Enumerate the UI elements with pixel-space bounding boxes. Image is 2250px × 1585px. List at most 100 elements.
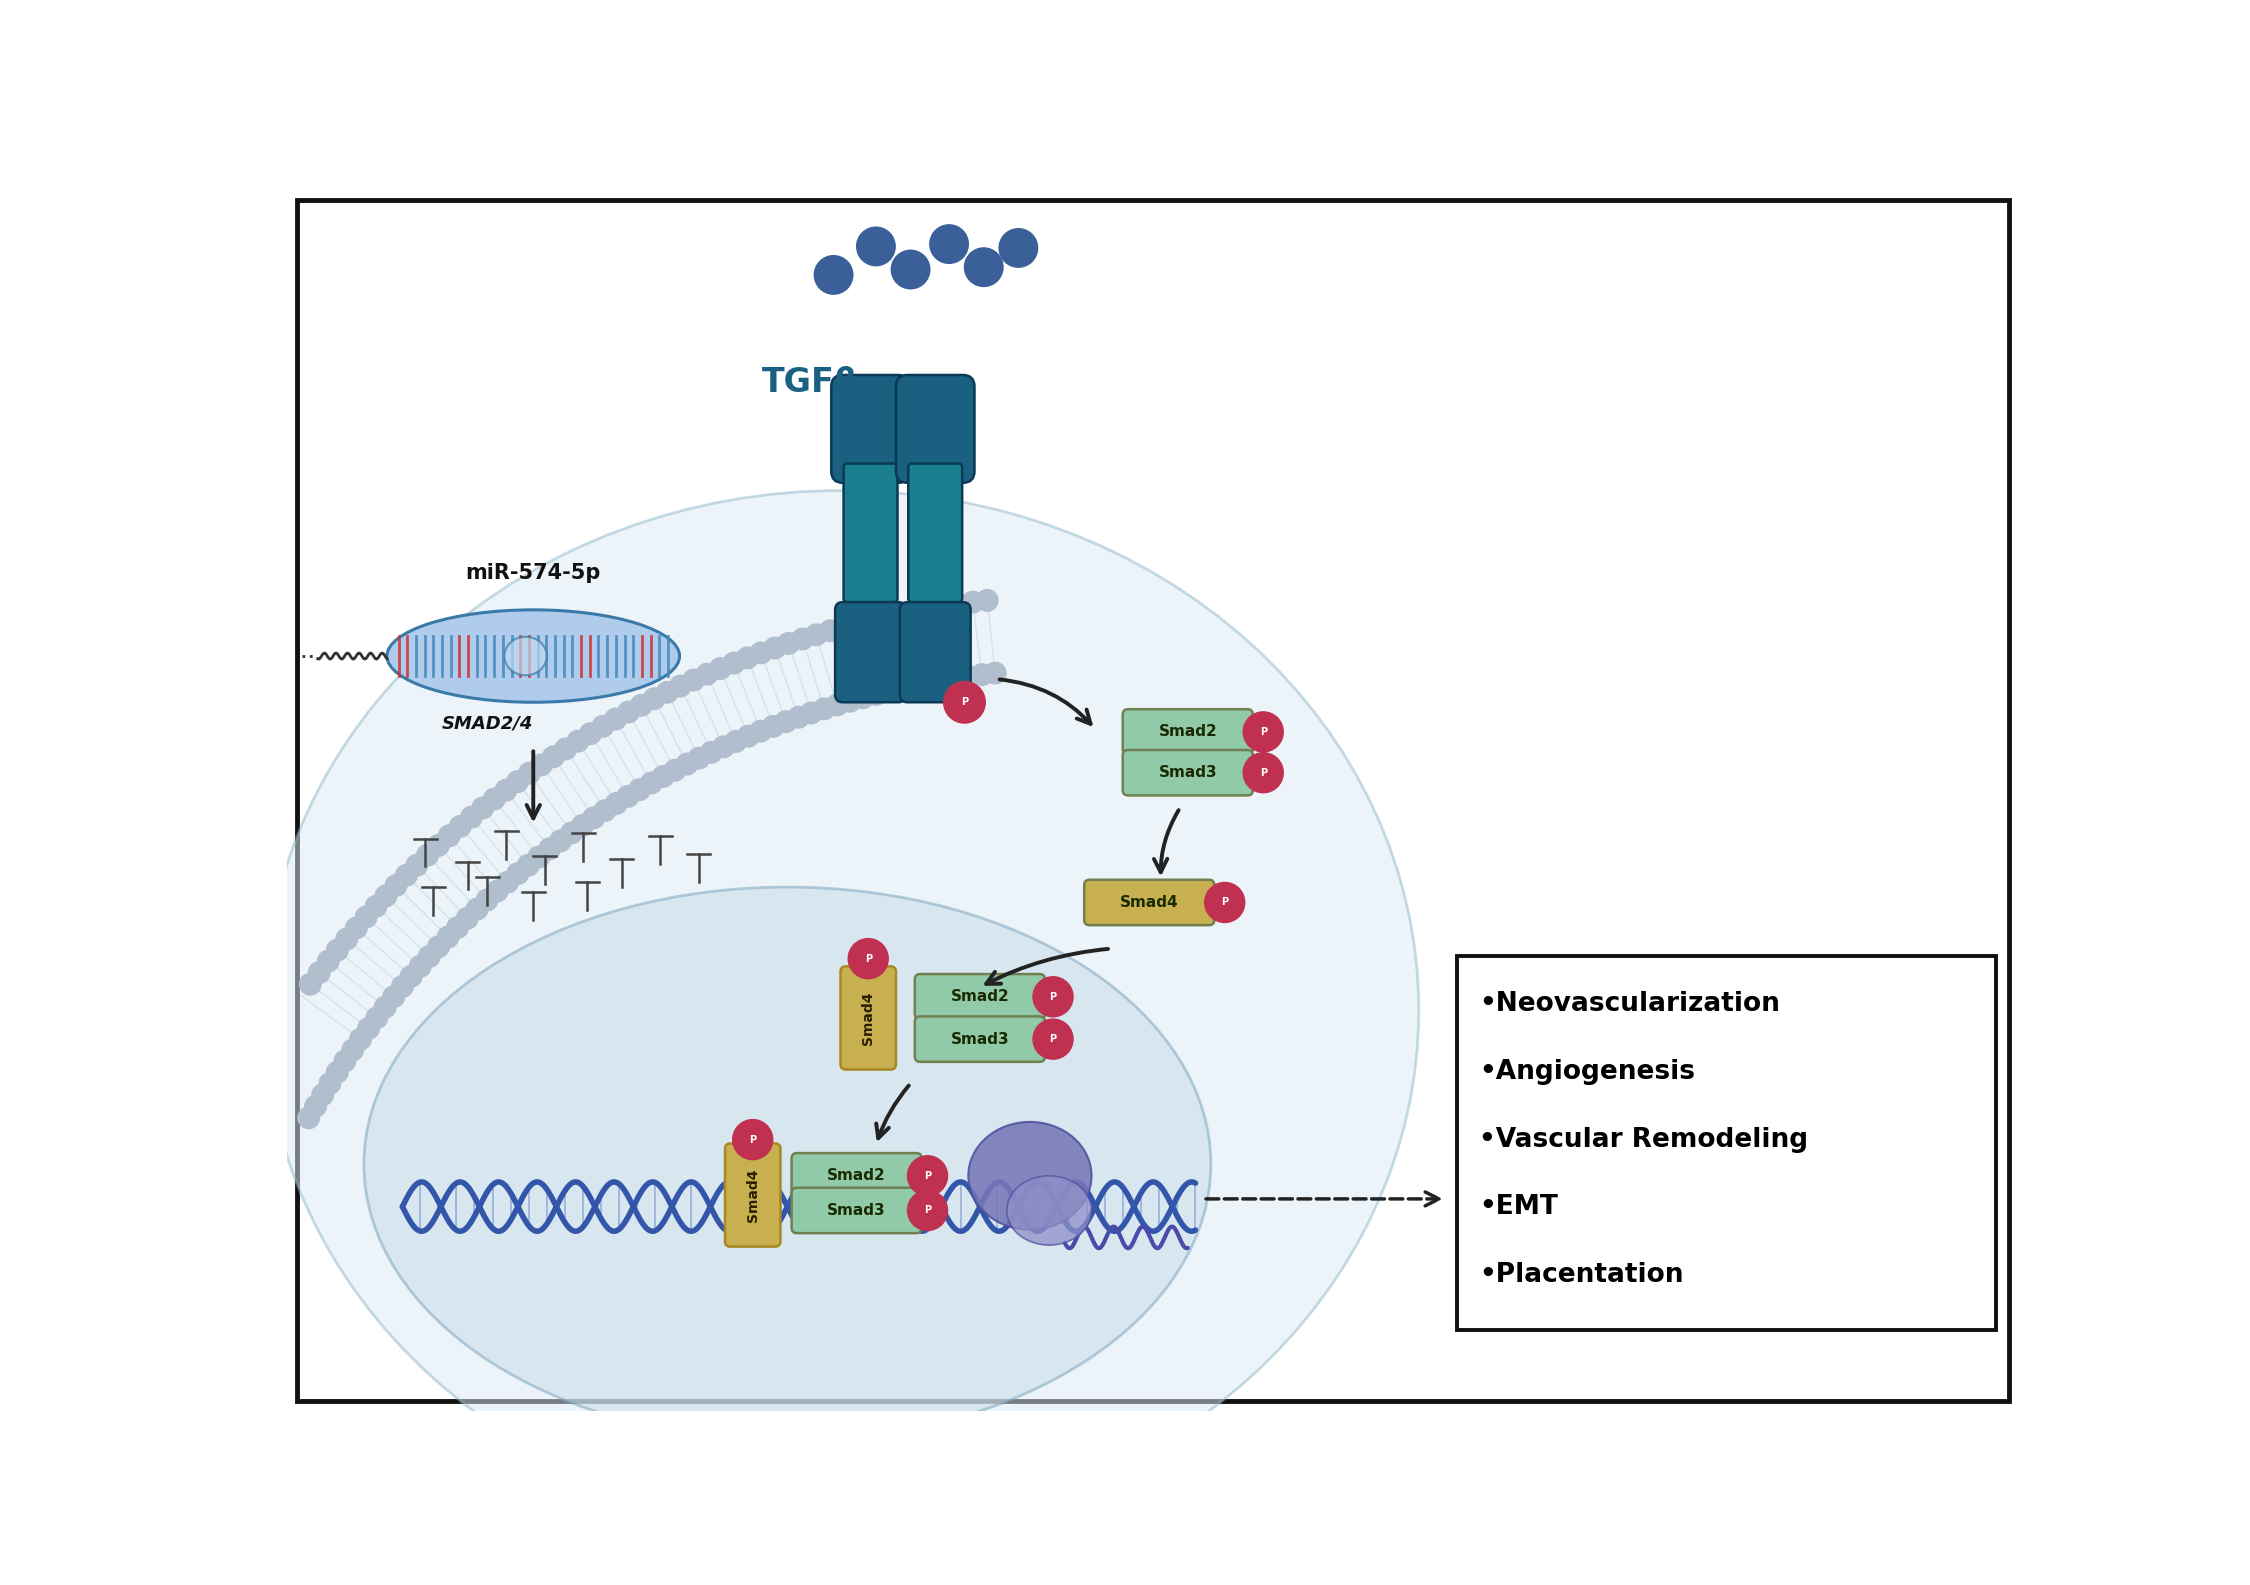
- Text: TGFβ: TGFβ: [763, 366, 860, 399]
- Text: Smad4: Smad4: [745, 1168, 760, 1222]
- Circle shape: [736, 647, 758, 669]
- Circle shape: [652, 766, 673, 788]
- Text: P: P: [925, 1171, 932, 1181]
- Text: P: P: [1222, 897, 1228, 908]
- Circle shape: [538, 838, 560, 859]
- FancyBboxPatch shape: [916, 1016, 1044, 1062]
- Circle shape: [349, 1029, 371, 1049]
- Circle shape: [682, 669, 704, 691]
- FancyBboxPatch shape: [792, 1187, 922, 1233]
- Circle shape: [333, 1051, 356, 1071]
- Circle shape: [583, 807, 605, 829]
- Circle shape: [891, 250, 929, 288]
- Text: P: P: [925, 1206, 932, 1216]
- Text: miR-574-5p: miR-574-5p: [466, 563, 601, 583]
- Circle shape: [567, 731, 590, 751]
- Circle shape: [722, 653, 745, 674]
- Text: •Angiogenesis: •Angiogenesis: [1478, 1059, 1694, 1084]
- Circle shape: [495, 780, 518, 800]
- Circle shape: [376, 884, 396, 907]
- Circle shape: [466, 899, 488, 919]
- Circle shape: [396, 864, 416, 886]
- Ellipse shape: [387, 610, 680, 702]
- Circle shape: [963, 591, 983, 613]
- Circle shape: [1244, 753, 1282, 792]
- Circle shape: [819, 620, 842, 642]
- Circle shape: [734, 1119, 772, 1160]
- Circle shape: [907, 1155, 947, 1195]
- Ellipse shape: [263, 490, 1420, 1530]
- Circle shape: [518, 854, 540, 877]
- Circle shape: [657, 682, 677, 704]
- Circle shape: [560, 823, 583, 843]
- Circle shape: [713, 735, 734, 758]
- Circle shape: [346, 918, 367, 938]
- Circle shape: [358, 1018, 380, 1040]
- Circle shape: [862, 609, 884, 631]
- Text: Smad2: Smad2: [828, 1168, 886, 1184]
- Circle shape: [1244, 712, 1282, 751]
- Circle shape: [972, 664, 992, 685]
- FancyBboxPatch shape: [916, 975, 1044, 1019]
- Circle shape: [385, 875, 407, 896]
- Circle shape: [774, 712, 796, 732]
- Circle shape: [848, 612, 868, 634]
- FancyBboxPatch shape: [1458, 956, 1996, 1330]
- Circle shape: [428, 935, 450, 957]
- Circle shape: [486, 880, 508, 902]
- Circle shape: [709, 658, 731, 680]
- Circle shape: [904, 601, 927, 621]
- Circle shape: [749, 721, 772, 742]
- Text: Smad3: Smad3: [1159, 766, 1217, 780]
- Circle shape: [848, 938, 889, 978]
- Text: Smad3: Smad3: [828, 1203, 886, 1217]
- Circle shape: [580, 723, 601, 745]
- Text: P: P: [961, 697, 968, 707]
- Circle shape: [814, 697, 835, 720]
- Circle shape: [472, 797, 493, 819]
- Circle shape: [677, 753, 698, 775]
- Text: P: P: [1260, 728, 1267, 737]
- Circle shape: [448, 916, 468, 938]
- Text: Smad4: Smad4: [862, 991, 875, 1045]
- Circle shape: [529, 846, 549, 867]
- Circle shape: [832, 617, 855, 637]
- Circle shape: [749, 642, 772, 664]
- Circle shape: [695, 664, 718, 685]
- Circle shape: [304, 1095, 326, 1117]
- Text: SMAD2/4: SMAD2/4: [441, 715, 533, 732]
- Circle shape: [326, 940, 349, 961]
- Circle shape: [806, 624, 828, 645]
- Circle shape: [763, 715, 783, 737]
- Circle shape: [531, 754, 551, 775]
- FancyBboxPatch shape: [900, 602, 970, 702]
- Circle shape: [418, 946, 441, 967]
- Circle shape: [958, 666, 979, 688]
- Circle shape: [792, 628, 812, 650]
- Circle shape: [382, 986, 405, 1008]
- Ellipse shape: [968, 1122, 1091, 1230]
- Circle shape: [549, 831, 572, 851]
- Circle shape: [853, 686, 873, 708]
- Circle shape: [918, 598, 940, 620]
- Circle shape: [484, 788, 504, 810]
- Circle shape: [929, 225, 968, 263]
- Circle shape: [907, 1190, 947, 1230]
- Ellipse shape: [364, 888, 1210, 1441]
- FancyBboxPatch shape: [909, 463, 963, 602]
- Circle shape: [765, 637, 785, 659]
- Text: P: P: [864, 954, 871, 964]
- Circle shape: [506, 862, 529, 884]
- Circle shape: [477, 889, 497, 911]
- Circle shape: [335, 929, 358, 949]
- Circle shape: [297, 1106, 319, 1129]
- Circle shape: [1204, 883, 1244, 922]
- Circle shape: [461, 807, 482, 827]
- Circle shape: [326, 1062, 349, 1083]
- Circle shape: [450, 816, 470, 837]
- FancyBboxPatch shape: [724, 1143, 781, 1247]
- Circle shape: [839, 691, 862, 712]
- Circle shape: [986, 663, 1006, 683]
- FancyBboxPatch shape: [835, 602, 907, 702]
- Text: P: P: [1260, 767, 1267, 778]
